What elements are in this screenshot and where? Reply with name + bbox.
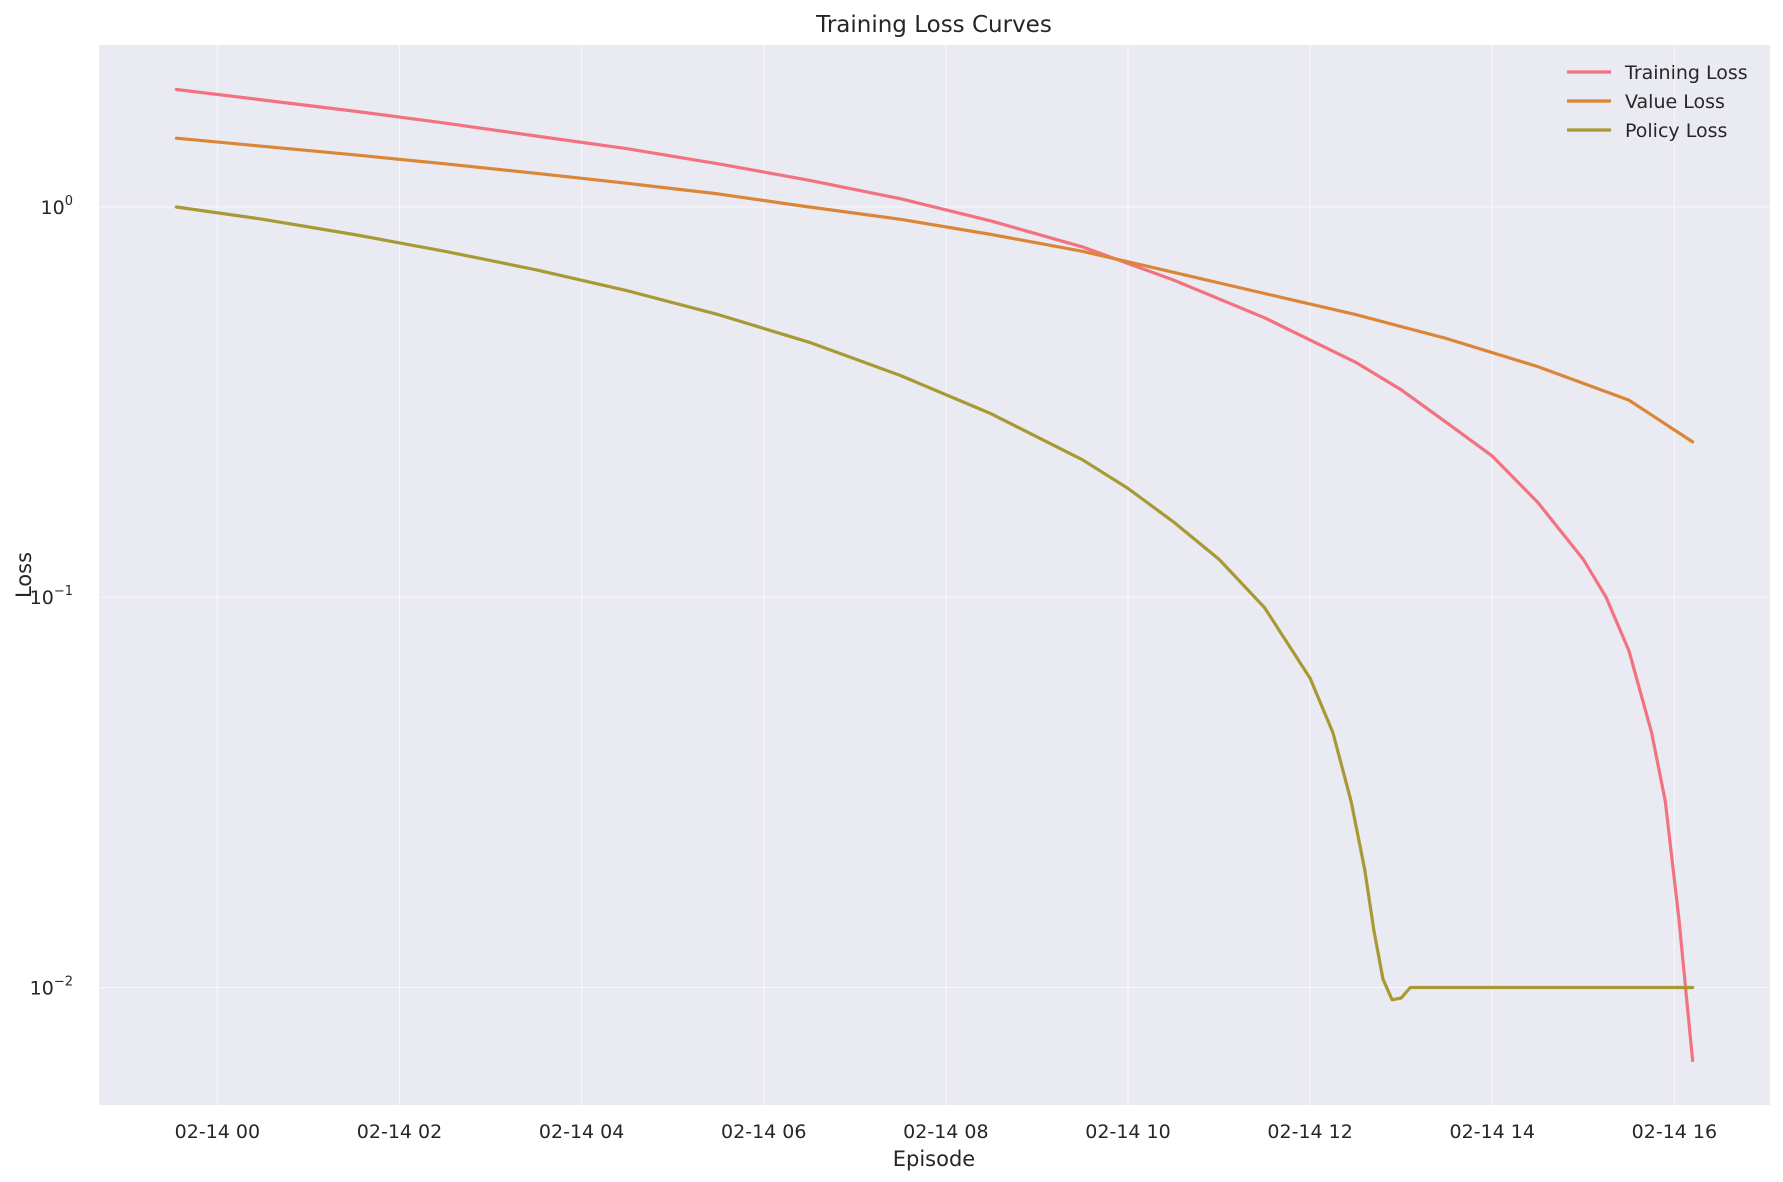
y-tick-label: 10−1 bbox=[30, 584, 73, 609]
x-tick-label: 02-14 04 bbox=[539, 1121, 624, 1143]
chart-title: Training Loss Curves bbox=[815, 12, 1052, 38]
y-tick-labels: 100 10−1 10−2 bbox=[30, 194, 73, 1000]
y-axis-label: Loss bbox=[12, 552, 36, 598]
legend: Training Loss Value Loss Policy Loss bbox=[1567, 62, 1748, 142]
x-tick-label: 02-14 06 bbox=[721, 1121, 806, 1143]
x-tick-label: 02-14 16 bbox=[1632, 1121, 1717, 1143]
series-lines bbox=[174, 87, 1695, 1063]
x-tick-label: 02-14 02 bbox=[357, 1121, 442, 1143]
x-tick-labels: 02-14 00 02-14 02 02-14 04 02-14 06 02-14 08… bbox=[175, 1121, 1717, 1143]
x-tick-label: 02-14 10 bbox=[1085, 1121, 1170, 1143]
x-tick-label: 02-14 14 bbox=[1450, 1121, 1535, 1143]
legend-label: Policy Loss bbox=[1625, 120, 1727, 142]
legend-label: Value Loss bbox=[1625, 91, 1725, 113]
series-line-value-loss bbox=[174, 136, 1695, 444]
y-tick-label: 10−2 bbox=[30, 975, 73, 1000]
x-axis-label: Episode bbox=[893, 1147, 975, 1171]
legend-label: Training Loss bbox=[1624, 62, 1748, 84]
x-tick-label: 02-14 12 bbox=[1267, 1121, 1352, 1143]
plot-area bbox=[99, 45, 1770, 1105]
x-tick-label: 02-14 08 bbox=[903, 1121, 988, 1143]
y-tick-label: 100 bbox=[41, 194, 73, 219]
series-line-training-loss bbox=[174, 87, 1695, 1063]
series-line-policy-loss bbox=[174, 205, 1695, 1002]
x-tick-label: 02-14 00 bbox=[175, 1121, 260, 1143]
